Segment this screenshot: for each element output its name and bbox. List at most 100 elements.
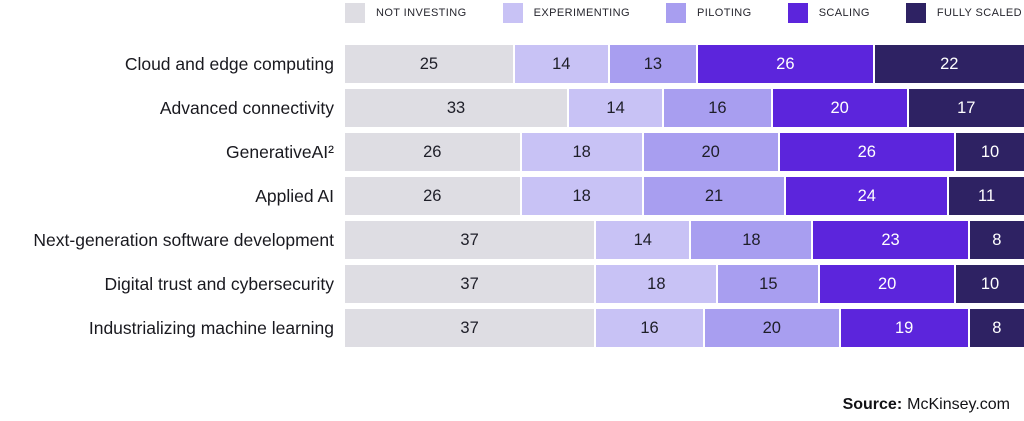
- category-label: Advanced connectivity: [159, 97, 334, 118]
- segment-value: 37: [460, 318, 479, 337]
- legend-swatch-icon: [666, 3, 687, 23]
- bar-segment: 8: [969, 221, 1024, 259]
- legend-label: FULLY SCALED: [936, 7, 1022, 19]
- bar-segment: 17: [908, 89, 1024, 127]
- bar-segment: 18: [596, 265, 719, 303]
- segment-value: 23: [881, 230, 900, 249]
- source-value: McKinsey.com: [907, 396, 1010, 413]
- bar-segment: 20: [820, 265, 957, 303]
- bar-segment: 20: [643, 133, 780, 171]
- chart-rows: Cloud and edge computing 25 14 13 26 22 Advanc…: [0, 45, 1024, 353]
- legend-item: PILOTING: [666, 3, 752, 23]
- chart-row: Advanced connectivity 33 14 16 20 17: [0, 89, 1024, 127]
- bar-segment: 14: [514, 45, 610, 83]
- legend-label: EXPERIMENTING: [533, 7, 630, 19]
- segment-value: 26: [423, 142, 442, 161]
- chart-row: Digital trust and cybersecurity 37 18 15 20 1…: [0, 265, 1024, 303]
- chart-row: Industrializing machine learning 37 16 20 19…: [0, 309, 1024, 347]
- segment-value: 24: [857, 186, 876, 205]
- segment-value: 26: [423, 186, 442, 205]
- bar-segment: 24: [786, 177, 950, 215]
- segment-value: 20: [878, 274, 897, 293]
- segment-value: 14: [633, 230, 652, 249]
- bar-segment: 26: [698, 45, 875, 83]
- bar-group: 25 14 13 26 22: [345, 45, 1024, 83]
- category-label: Cloud and edge computing: [124, 53, 334, 74]
- bar-segment: 18: [691, 221, 814, 259]
- bar-group: 37 18 15 20 10: [345, 265, 1024, 303]
- bar-segment: 10: [956, 133, 1024, 171]
- bar-segment: 18: [521, 177, 644, 215]
- segment-value: 20: [762, 318, 781, 337]
- bar-segment: 20: [704, 309, 841, 347]
- chart-row: Next-generation software development 37 14…: [0, 221, 1024, 259]
- bar-segment: 23: [813, 221, 970, 259]
- segment-value: 37: [460, 274, 479, 293]
- category-label: Next-generation software development: [33, 229, 334, 250]
- bar-segment: 14: [569, 89, 665, 127]
- legend-label: SCALING: [818, 7, 870, 19]
- bar-segment: 16: [664, 89, 773, 127]
- segment-value: 26: [776, 54, 795, 73]
- bar-group: 37 14 18 23 8: [345, 221, 1024, 259]
- bar-segment: 14: [596, 221, 692, 259]
- bar-segment: 11: [949, 177, 1024, 215]
- source-label: Source:: [842, 396, 903, 413]
- segment-value: 25: [419, 54, 439, 73]
- segment-value: 13: [643, 54, 663, 73]
- legend-item: NOT INVESTING: [345, 3, 467, 23]
- bar-segment: 37: [345, 309, 597, 347]
- segment-value: 20: [830, 98, 849, 117]
- segment-value: 26: [857, 142, 876, 161]
- chart-row: Applied AI 26 18 21 24 11: [0, 177, 1024, 215]
- bar-segment: 26: [345, 133, 522, 171]
- bar-segment: 10: [956, 265, 1024, 303]
- bar-segment: 20: [772, 89, 909, 127]
- category-label: Digital trust and cybersecurity: [104, 273, 334, 294]
- legend-swatch-icon: [787, 3, 808, 23]
- bar-segment: 21: [643, 177, 787, 215]
- category-label: Applied AI: [255, 185, 334, 206]
- chart-row: Cloud and edge computing 25 14 13 26 22: [0, 45, 1024, 83]
- segment-value: 33: [446, 98, 466, 117]
- bar-group: 26 18 21 24 11: [345, 177, 1024, 215]
- segment-value: 18: [572, 142, 591, 161]
- bar-segment: 25: [345, 45, 515, 83]
- bar-segment: 22: [874, 45, 1024, 83]
- segment-value: 8: [992, 318, 1002, 337]
- chart-row: GenerativeAI² 26 18 20 26 10: [0, 133, 1024, 171]
- legend-swatch-icon: [345, 3, 365, 23]
- segment-value: 18: [742, 230, 761, 249]
- bar-segment: 19: [840, 309, 970, 347]
- segment-value: 10: [980, 274, 1000, 293]
- bar-group: 26 18 20 26 10: [345, 133, 1024, 171]
- bar-segment: 37: [345, 265, 597, 303]
- legend-label: NOT INVESTING: [376, 7, 467, 19]
- segment-value: 22: [940, 54, 959, 73]
- chart-legend: NOT INVESTING EXPERIMENTING PILOTING SCALIN…: [345, 3, 1022, 23]
- segment-value: 17: [957, 98, 976, 117]
- segment-value: 20: [701, 142, 720, 161]
- bar-group: 33 14 16 20 17: [345, 89, 1024, 127]
- segment-value: 19: [894, 318, 914, 337]
- legend-swatch-icon: [905, 3, 926, 23]
- legend-label: PILOTING: [697, 7, 752, 19]
- legend-item: EXPERIMENTING: [502, 3, 630, 23]
- bar-group: 37 16 20 19 8: [345, 309, 1024, 347]
- segment-value: 21: [704, 186, 724, 205]
- segment-value: 14: [606, 98, 625, 117]
- segment-value: 18: [572, 186, 591, 205]
- legend-item: FULLY SCALED: [905, 3, 1022, 23]
- bar-segment: 26: [345, 177, 522, 215]
- bar-segment: 15: [718, 265, 821, 303]
- segment-value: 10: [980, 142, 1000, 161]
- category-label: Industrializing machine learning: [88, 317, 334, 338]
- segment-value: 18: [647, 274, 666, 293]
- segment-value: 14: [552, 54, 571, 73]
- bar-segment: 13: [609, 45, 699, 83]
- bar-segment: 26: [779, 133, 957, 171]
- segment-value: 15: [759, 274, 778, 293]
- bar-segment: 37: [345, 221, 597, 259]
- bar-segment: 16: [596, 309, 705, 347]
